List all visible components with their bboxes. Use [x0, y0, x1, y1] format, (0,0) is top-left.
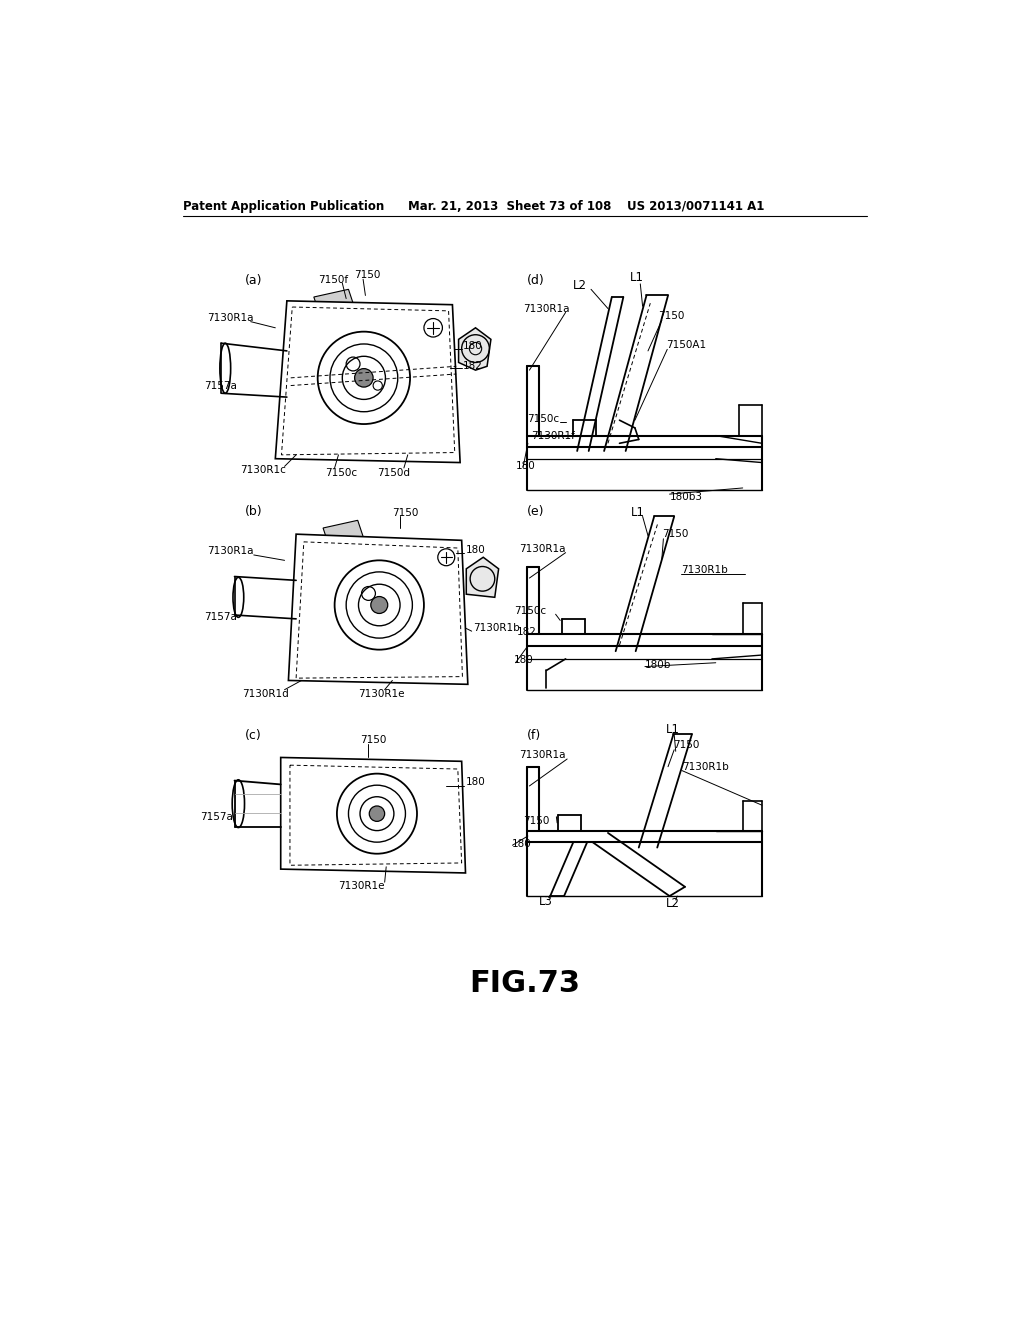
Text: 7130R1b: 7130R1b [682, 762, 729, 772]
Polygon shape [459, 327, 490, 370]
Text: 7150c: 7150c [514, 606, 546, 616]
Text: 180: 180 [466, 545, 485, 554]
Text: 182: 182 [517, 627, 537, 638]
Text: 180: 180 [466, 777, 485, 787]
Text: 7130R1e: 7130R1e [357, 689, 404, 698]
Text: 7130R1a: 7130R1a [208, 546, 254, 556]
Text: 7130R1f: 7130R1f [531, 430, 574, 441]
Polygon shape [466, 557, 499, 597]
Text: 7150: 7150 [392, 508, 419, 517]
Polygon shape [289, 535, 468, 684]
Polygon shape [323, 520, 366, 552]
Text: 7130R1c: 7130R1c [240, 465, 286, 475]
Text: 180b: 180b [645, 660, 672, 671]
Text: US 2013/0071141 A1: US 2013/0071141 A1 [628, 199, 765, 213]
Text: 7150c: 7150c [326, 467, 357, 478]
Text: FIG.73: FIG.73 [469, 969, 581, 998]
Text: (c): (c) [245, 730, 261, 742]
Text: (a): (a) [245, 273, 262, 286]
Text: 7150: 7150 [360, 735, 386, 744]
Circle shape [354, 368, 373, 387]
Text: 7157a: 7157a [200, 812, 232, 822]
Text: 7150: 7150 [523, 816, 550, 825]
Polygon shape [313, 289, 356, 321]
Circle shape [370, 807, 385, 821]
Text: L3: L3 [539, 895, 553, 908]
Text: 180: 180 [512, 838, 531, 849]
Text: 7150: 7150 [354, 271, 380, 280]
Text: L1: L1 [631, 506, 645, 519]
Text: 7150A1: 7150A1 [666, 339, 706, 350]
Text: (d): (d) [527, 273, 545, 286]
Text: 180b3: 180b3 [670, 492, 702, 502]
Text: Mar. 21, 2013  Sheet 73 of 108: Mar. 21, 2013 Sheet 73 of 108 [408, 199, 611, 213]
Text: (f): (f) [527, 730, 542, 742]
Text: 7130R1b: 7130R1b [473, 623, 520, 634]
Text: 182: 182 [463, 362, 483, 371]
Text: 7130R1d: 7130R1d [243, 689, 289, 698]
Text: (e): (e) [527, 504, 545, 517]
Text: 7130R1b: 7130R1b [681, 565, 728, 576]
Text: 7130R1a: 7130R1a [519, 750, 566, 760]
Polygon shape [281, 758, 466, 873]
Text: 7130R1a: 7130R1a [523, 304, 569, 314]
Polygon shape [275, 301, 460, 462]
Text: 7157a: 7157a [204, 611, 237, 622]
Text: 180: 180 [515, 462, 536, 471]
Circle shape [371, 597, 388, 614]
Text: 7130R1a: 7130R1a [519, 544, 566, 554]
Text: 180: 180 [463, 341, 483, 351]
Text: 7150: 7150 [658, 312, 684, 321]
Text: 7150: 7150 [662, 529, 688, 539]
Text: L1: L1 [630, 271, 643, 284]
Text: 7150d: 7150d [377, 467, 410, 478]
Text: 7130R1e: 7130R1e [339, 880, 385, 891]
Text: L2: L2 [666, 898, 680, 911]
Text: L1: L1 [666, 723, 680, 737]
Text: Patent Application Publication: Patent Application Publication [183, 199, 384, 213]
Text: 7130R1a: 7130R1a [208, 313, 254, 323]
Text: 7150f: 7150f [317, 275, 348, 285]
Text: 180: 180 [514, 656, 534, 665]
Text: 7157a: 7157a [204, 380, 237, 391]
Text: (b): (b) [245, 504, 262, 517]
Text: 7150c: 7150c [527, 413, 559, 424]
Text: 7150: 7150 [674, 741, 699, 750]
Text: L2: L2 [573, 279, 588, 292]
